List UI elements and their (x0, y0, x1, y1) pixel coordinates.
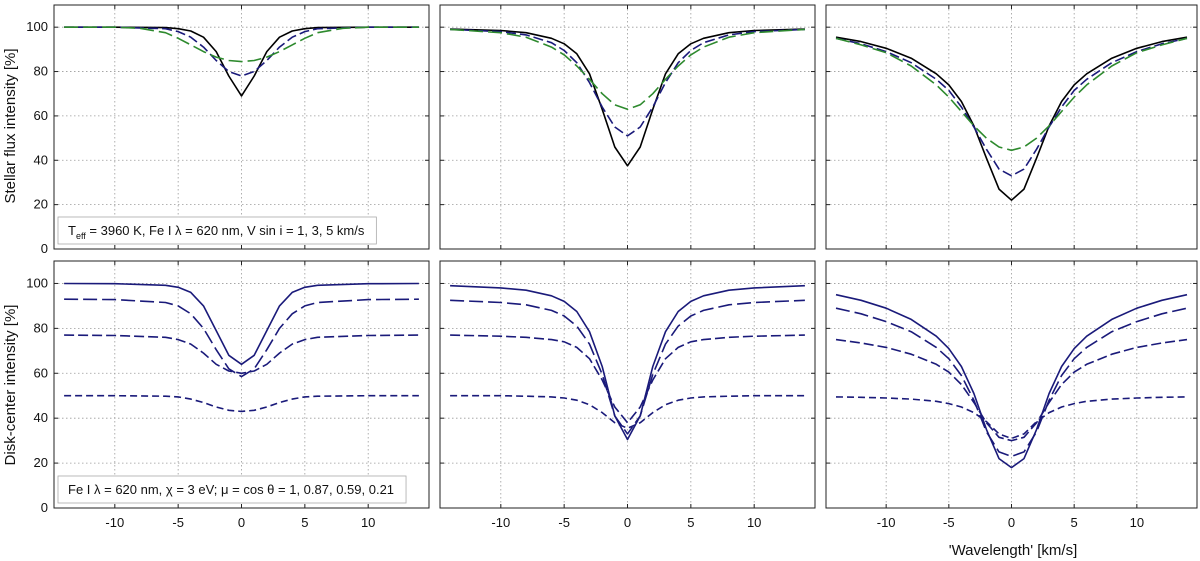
y-tick-label: 0 (41, 500, 48, 515)
annotation-text: Fe I λ = 620 nm, χ = 3 eV; μ = cos θ = 1… (68, 482, 394, 497)
y-tick-label: 40 (34, 410, 48, 425)
panel-top-right (825, 4, 1198, 250)
panel-bottom-right: -10 -5 0 5 10 (825, 260, 1198, 530)
series-line-shortdash (835, 396, 1188, 440)
series-line-dash (450, 28, 805, 137)
series-line-longdash (450, 299, 805, 435)
panel-bottom-left: 0 20 40 60 80 100 -10 -5 0 5 10 Fe I λ = 620 nm, χ … (26, 260, 430, 530)
series-line-solid (835, 293, 1188, 469)
x-tick-label: 5 (687, 515, 694, 530)
y-tick-label: 60 (34, 365, 48, 380)
panel-top-left: 0 20 40 60 80 100 Teff = 3960 K, Fe I λ = 620 … (26, 4, 430, 256)
series-line-shortdash (450, 394, 805, 430)
y-tick-label: 40 (34, 152, 48, 167)
y-tick-label: 100 (26, 275, 48, 290)
series-line-longdash (835, 37, 1188, 152)
series-line-solid (64, 26, 419, 97)
series-line-solid (64, 282, 419, 366)
series-line-solid (450, 284, 805, 441)
annotation-box (57, 475, 407, 504)
series-line-dash (835, 338, 1188, 442)
series-line-dash (835, 37, 1188, 177)
series-line-dash (64, 26, 419, 77)
y-tick-label: 20 (34, 455, 48, 470)
x-tick-label: -10 (877, 515, 896, 530)
x-tick-label: 10 (361, 515, 375, 530)
panel-top-middle (439, 4, 816, 250)
y-axis-label-top: Stellar flux intensity [%] (2, 48, 19, 203)
y-tick-label: 0 (41, 241, 48, 256)
x-tick-label: -5 (943, 515, 955, 530)
x-tick-label: 10 (1130, 515, 1144, 530)
x-tick-label: 0 (1008, 515, 1015, 530)
x-axis-label: 'Wavelength' [km/s] (949, 542, 1078, 559)
x-tick-label: 10 (747, 515, 761, 530)
x-tick-label: 5 (1071, 515, 1078, 530)
y-axis-label-bottom: Disk-center intensity [%] (2, 305, 19, 466)
x-tick-label: -10 (105, 515, 124, 530)
x-tick-label: 5 (301, 515, 308, 530)
series-line-dash (64, 334, 419, 375)
panel-bottom-middle: -10 -5 0 5 10 (439, 260, 816, 530)
x-tick-label: 0 (238, 515, 245, 530)
x-tick-label: 0 (624, 515, 631, 530)
x-tick-label: -10 (491, 515, 510, 530)
series-line-solid (835, 36, 1188, 201)
series-line-longdash (64, 298, 419, 378)
x-tick-label: -5 (558, 515, 570, 530)
annotation-text: Teff = 3960 K, Fe I λ = 620 nm, V sin i … (68, 223, 365, 241)
series-line-dash (450, 334, 805, 424)
y-tick-label: 60 (34, 108, 48, 123)
series-line-shortdash (64, 394, 419, 413)
series-line-longdash (64, 26, 419, 63)
annotation-box (57, 216, 377, 245)
y-tick-label: 20 (34, 197, 48, 212)
y-tick-label: 100 (26, 19, 48, 34)
x-tick-label: -5 (172, 515, 184, 530)
series-line-longdash (835, 307, 1188, 458)
y-tick-label: 80 (34, 64, 48, 79)
series-line-solid (450, 28, 805, 167)
y-tick-label: 80 (34, 320, 48, 335)
series-line-longdash (450, 28, 805, 111)
